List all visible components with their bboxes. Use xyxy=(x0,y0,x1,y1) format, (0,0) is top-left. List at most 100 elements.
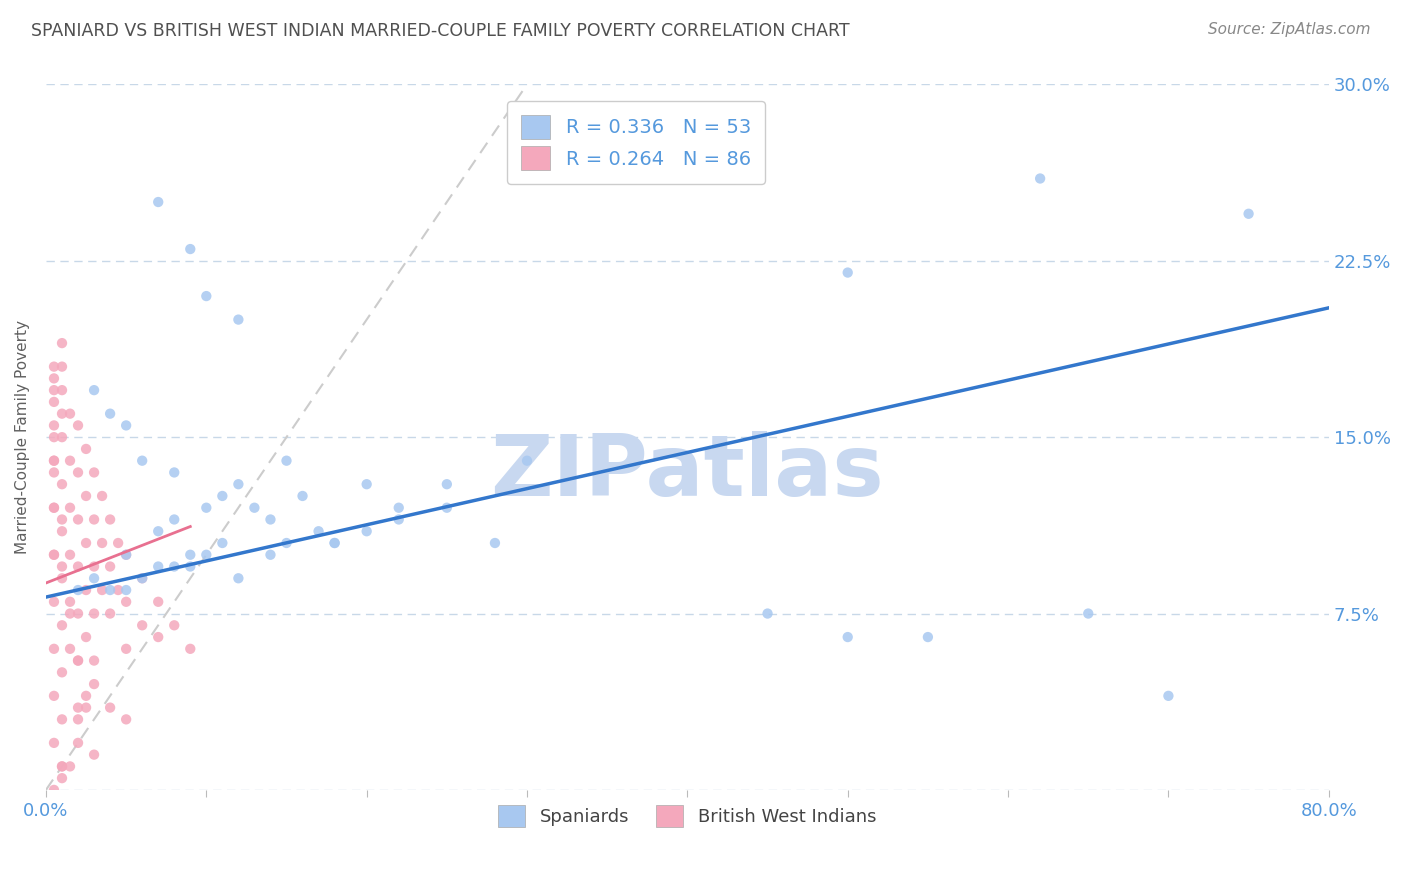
Point xyxy=(131,453,153,467)
Point xyxy=(115,418,138,433)
Point xyxy=(51,359,73,374)
Point xyxy=(756,607,779,621)
Point xyxy=(75,442,97,456)
Point xyxy=(51,477,73,491)
Point xyxy=(42,595,65,609)
Point xyxy=(51,336,73,351)
Legend: Spaniards, British West Indians: Spaniards, British West Indians xyxy=(491,797,883,834)
Point xyxy=(388,500,411,515)
Text: Source: ZipAtlas.com: Source: ZipAtlas.com xyxy=(1208,22,1371,37)
Point xyxy=(83,607,105,621)
Point xyxy=(67,712,90,726)
Point xyxy=(42,783,65,797)
Point xyxy=(228,477,250,491)
Point xyxy=(42,371,65,385)
Point xyxy=(83,383,105,397)
Point xyxy=(163,618,186,632)
Point xyxy=(51,559,73,574)
Point xyxy=(98,407,121,421)
Point xyxy=(917,630,939,644)
Point xyxy=(211,536,233,550)
Point xyxy=(115,712,138,726)
Point xyxy=(837,630,859,644)
Point xyxy=(67,736,90,750)
Point xyxy=(98,582,121,597)
Point xyxy=(291,489,314,503)
Point xyxy=(436,477,458,491)
Point xyxy=(115,595,138,609)
Point xyxy=(91,489,114,503)
Point xyxy=(59,641,82,656)
Point xyxy=(115,582,138,597)
Point xyxy=(195,500,218,515)
Point xyxy=(323,536,346,550)
Point xyxy=(179,242,201,256)
Point xyxy=(75,582,97,597)
Point xyxy=(179,548,201,562)
Point xyxy=(59,407,82,421)
Point xyxy=(276,453,298,467)
Point xyxy=(356,524,378,539)
Point xyxy=(51,759,73,773)
Point xyxy=(115,548,138,562)
Point xyxy=(42,548,65,562)
Point xyxy=(42,500,65,515)
Point xyxy=(83,559,105,574)
Point xyxy=(148,630,170,644)
Point xyxy=(98,512,121,526)
Point xyxy=(42,383,65,397)
Point xyxy=(42,359,65,374)
Point xyxy=(388,512,411,526)
Point xyxy=(1077,607,1099,621)
Text: SPANIARD VS BRITISH WEST INDIAN MARRIED-COUPLE FAMILY POVERTY CORRELATION CHART: SPANIARD VS BRITISH WEST INDIAN MARRIED-… xyxy=(31,22,849,40)
Point xyxy=(163,466,186,480)
Point xyxy=(42,548,65,562)
Point xyxy=(75,700,97,714)
Point xyxy=(67,418,90,433)
Point xyxy=(51,618,73,632)
Point xyxy=(51,759,73,773)
Point xyxy=(228,312,250,326)
Point xyxy=(42,641,65,656)
Point xyxy=(51,524,73,539)
Point xyxy=(259,512,281,526)
Point xyxy=(75,630,97,644)
Point xyxy=(837,266,859,280)
Point xyxy=(308,524,330,539)
Point xyxy=(75,536,97,550)
Point xyxy=(356,477,378,491)
Point xyxy=(42,736,65,750)
Point xyxy=(67,700,90,714)
Text: ZIPatlas: ZIPatlas xyxy=(491,431,884,514)
Point xyxy=(115,641,138,656)
Point xyxy=(163,512,186,526)
Point xyxy=(42,453,65,467)
Point xyxy=(276,536,298,550)
Point xyxy=(42,430,65,444)
Point xyxy=(51,430,73,444)
Point xyxy=(195,289,218,303)
Point xyxy=(676,160,699,174)
Point xyxy=(148,524,170,539)
Point xyxy=(51,712,73,726)
Point xyxy=(59,759,82,773)
Y-axis label: Married-Couple Family Poverty: Married-Couple Family Poverty xyxy=(15,320,30,554)
Point xyxy=(131,571,153,585)
Point xyxy=(59,548,82,562)
Point xyxy=(83,654,105,668)
Point xyxy=(436,500,458,515)
Point xyxy=(75,689,97,703)
Point xyxy=(83,677,105,691)
Point xyxy=(59,453,82,467)
Point xyxy=(98,559,121,574)
Point xyxy=(51,665,73,680)
Point xyxy=(83,747,105,762)
Point xyxy=(42,395,65,409)
Point xyxy=(131,571,153,585)
Point xyxy=(67,654,90,668)
Point xyxy=(51,407,73,421)
Point xyxy=(107,536,129,550)
Point xyxy=(67,512,90,526)
Point xyxy=(51,512,73,526)
Point xyxy=(91,582,114,597)
